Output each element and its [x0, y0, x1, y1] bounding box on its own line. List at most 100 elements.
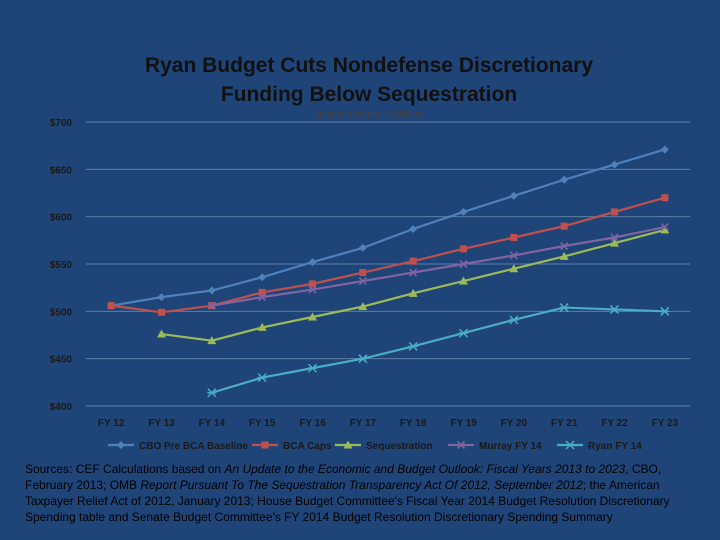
data-point: [559, 251, 569, 260]
series-line: [110, 148, 666, 307]
data-point: [307, 363, 318, 373]
data-point: [408, 341, 418, 351]
data-point: [157, 293, 166, 302]
y-tick-label: $550: [50, 260, 73, 271]
data-point: [460, 245, 467, 253]
x-tick-label: FY 20: [501, 418, 528, 429]
data-point: [560, 222, 568, 230]
data-point: [409, 268, 418, 277]
series-2: [157, 225, 670, 345]
data-point: [559, 303, 569, 313]
data-point: [257, 373, 267, 383]
x-tick-label: FY 23: [652, 418, 679, 429]
y-tick-label: $450: [50, 355, 73, 366]
data-point: [459, 276, 468, 285]
data-point: [609, 304, 620, 314]
x-tick-label: FY 17: [350, 418, 377, 429]
data-point: [359, 269, 367, 277]
data-point: [560, 241, 569, 251]
data-point: [107, 302, 115, 310]
series-4: [207, 303, 670, 398]
x-tick-label: FY 14: [199, 418, 226, 429]
x-tick-label: FY 16: [299, 418, 326, 429]
y-axis: $700 $650 $600 $550 $500 $450 $400: [50, 118, 73, 413]
data-point: [207, 301, 216, 310]
data-point: [207, 336, 217, 345]
legend-item: Murray FY 14: [448, 440, 542, 452]
sources-part-2: , CBO, February 2013; OMB: [25, 462, 662, 492]
series-line: [211, 226, 666, 307]
y-tick-label: $700: [50, 118, 73, 129]
series-layer: [107, 145, 670, 398]
sources-part-3: ; the American Taxpayer Relief Act of 20…: [25, 478, 670, 524]
legend-item: Sequestration: [335, 440, 433, 452]
y-tick-label: $500: [50, 307, 73, 318]
sources-title-omb: Report Pursuant To The Sequestration Tra…: [140, 478, 583, 492]
chart-area: [22, 44, 700, 460]
data-point: [158, 308, 165, 316]
data-point: [611, 208, 618, 216]
data-point: [610, 233, 619, 242]
data-point: [660, 306, 670, 316]
data-point: [660, 223, 669, 232]
data-point: [409, 257, 417, 265]
data-point: [308, 312, 317, 321]
data-point: [459, 259, 468, 269]
data-point: [509, 264, 519, 273]
legend-label: Sequestration: [366, 441, 433, 452]
legend: CBO Pre BCA Baseline BCA Caps Sequestratio…: [108, 440, 642, 452]
series-line: [111, 196, 666, 314]
gridlines: [86, 121, 690, 407]
legend-swatch-marker: [565, 440, 575, 450]
y-tick-label: $400: [50, 402, 73, 413]
legend-swatch-marker: [343, 440, 353, 449]
legend-item: BCA Caps: [252, 441, 332, 452]
data-point: [257, 322, 267, 331]
data-point: [509, 251, 518, 260]
data-point: [258, 273, 267, 282]
x-tick-label: FY 19: [450, 418, 477, 429]
data-point: [610, 238, 619, 247]
y-tick-label: $650: [50, 165, 73, 176]
data-point: [509, 191, 518, 200]
sources-prefix: Sources: CEF Calculations based on: [25, 462, 225, 476]
data-point: [308, 285, 317, 294]
sources-note: Sources: CEF Calculations based on An Up…: [25, 461, 693, 525]
sources-title-cbo: An Update to the Economic and Budget Out…: [224, 462, 626, 476]
legend-label: CBO Pre BCA Baseline: [139, 441, 249, 452]
legend-swatch-marker: [456, 440, 466, 450]
x-tick-label: FY 18: [400, 418, 427, 429]
data-point: [510, 233, 518, 241]
data-point: [458, 328, 469, 338]
data-point: [358, 354, 368, 364]
data-point: [309, 280, 316, 288]
x-axis: FY 12 FY 13 FY 14 FY 15 FY 16 FY 17 FY 18 FY 19…: [98, 418, 679, 429]
x-tick-label: FY 21: [551, 418, 578, 429]
x-tick-label: FY 22: [601, 418, 628, 429]
data-point: [207, 388, 217, 398]
data-point: [207, 286, 216, 295]
y-tick-label: $600: [50, 213, 73, 224]
data-point: [610, 160, 619, 169]
data-point: [258, 288, 266, 296]
series-line: [211, 306, 665, 394]
data-point: [408, 288, 418, 297]
legend-swatch-marker: [261, 441, 269, 449]
chart-subtitle: Budget Authority in Billions: [316, 109, 423, 119]
x-tick-label: FY 13: [148, 418, 175, 429]
legend-swatch-marker: [117, 441, 125, 449]
legend-item: Ryan FY 14: [557, 440, 642, 452]
x-tick-label: FY 15: [249, 418, 276, 429]
data-point: [409, 224, 418, 233]
series-3: [207, 223, 669, 310]
data-point: [358, 276, 367, 286]
legend-item: CBO Pre BCA Baseline: [108, 441, 249, 452]
data-point: [157, 329, 166, 338]
data-point: [560, 175, 569, 184]
data-point: [358, 243, 367, 252]
data-point: [258, 293, 267, 302]
chart-title-line-2: Funding Below Sequestration: [221, 83, 517, 106]
chart-title-line-1: Ryan Budget Cuts Nondefense Discretionar…: [145, 54, 593, 77]
legend-label: Ryan FY 14: [588, 441, 642, 452]
